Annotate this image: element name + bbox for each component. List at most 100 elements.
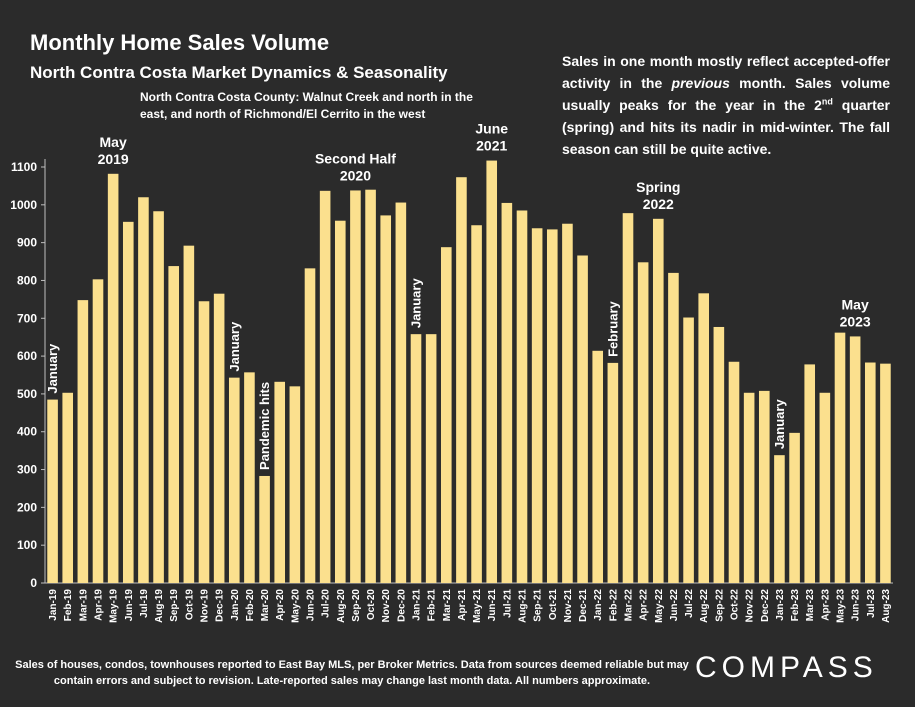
annotation-label: January <box>227 321 242 372</box>
bar <box>668 272 679 583</box>
seasonal-note-part3: quarter (spring) and hits its nadir in m… <box>562 97 890 157</box>
x-tick-label: Mar-23 <box>805 589 816 622</box>
x-tick-label: Dec-21 <box>578 589 589 622</box>
x-tick-label: Apr-19 <box>94 589 105 621</box>
x-tick-label: Jul-19 <box>139 589 150 618</box>
y-tick-label: 200 <box>17 500 37 514</box>
x-tick-label: Jun-22 <box>669 589 680 622</box>
x-tick-label: Jan-22 <box>593 589 604 621</box>
y-tick-label: 1100 <box>11 160 37 174</box>
x-tick-label: Jul-20 <box>321 589 332 618</box>
region-note: North Contra Costa County: Walnut Creek … <box>140 90 473 121</box>
x-tick-label: Mar-20 <box>260 589 271 622</box>
x-tick-label: May-23 <box>836 589 847 623</box>
chart-title: Monthly Home Sales Volume <box>30 30 330 55</box>
bar <box>228 377 240 583</box>
annotation-label: 2019 <box>98 151 129 167</box>
bar <box>789 432 800 583</box>
x-tick-label: Aug-19 <box>154 589 165 623</box>
x-tick-label: Oct-21 <box>548 589 559 621</box>
bar <box>395 202 407 584</box>
bar <box>546 229 558 583</box>
annotation-label: February <box>605 300 620 356</box>
bar <box>380 215 392 583</box>
x-tick-label: Aug-20 <box>336 589 347 623</box>
annotation-label: June <box>475 121 508 137</box>
bar <box>122 221 134 583</box>
bar <box>562 223 573 583</box>
x-tick-label: Nov-19 <box>200 589 211 623</box>
x-tick-label: Nov-22 <box>745 589 756 623</box>
annotation-label: Pandemic hits <box>257 382 272 470</box>
x-tick-label: Feb-23 <box>790 589 801 622</box>
x-tick-label: Sep-21 <box>533 589 544 622</box>
x-tick-label: Aug-21 <box>518 589 529 623</box>
bar <box>244 372 255 583</box>
bar <box>531 228 543 584</box>
seasonal-note-italic: previous <box>671 75 730 91</box>
x-tick-label: Feb-19 <box>63 589 74 622</box>
bar <box>456 177 467 583</box>
bar <box>62 392 74 583</box>
x-tick-label: Jan-21 <box>412 589 423 621</box>
bar <box>683 317 694 583</box>
x-tick-label: Jan-19 <box>48 589 59 621</box>
bar <box>819 392 831 583</box>
y-tick-label: 0 <box>30 576 37 590</box>
bar <box>92 279 104 583</box>
x-tick-label: Jul-23 <box>866 589 877 618</box>
y-tick-label: 300 <box>17 463 37 477</box>
x-tick-label: May-19 <box>109 589 120 623</box>
x-tick-label: Dec-22 <box>760 589 771 622</box>
x-tick-label: Feb-22 <box>608 589 619 622</box>
bar <box>440 247 452 583</box>
bar <box>274 381 286 583</box>
footnote: Sales of houses, condos, townhouses repo… <box>15 659 689 687</box>
annotation-label: Spring <box>636 179 680 195</box>
bar <box>365 189 376 583</box>
bar <box>198 301 210 583</box>
y-tick-label: 600 <box>17 349 37 363</box>
bar <box>471 225 482 584</box>
bar <box>168 266 180 583</box>
x-tick-label: Jan-23 <box>775 589 786 621</box>
x-tick-label: Jun-19 <box>124 589 135 622</box>
x-tick-label: Oct-22 <box>730 589 741 621</box>
x-tick-label: Jul-21 <box>502 589 513 618</box>
bar <box>577 255 588 583</box>
x-tick-label: Aug-22 <box>699 589 710 623</box>
bar <box>138 197 149 583</box>
bar <box>804 364 816 583</box>
annotation-label: 2023 <box>840 313 871 329</box>
bar <box>880 363 891 583</box>
annotation-label: Second Half <box>315 150 396 166</box>
x-tick-label: May-21 <box>472 589 483 623</box>
x-tick-label: Mar-19 <box>78 589 89 622</box>
bar <box>743 392 755 583</box>
y-tick-label: 500 <box>17 387 37 401</box>
bar <box>774 455 785 583</box>
x-tick-label: Jun-23 <box>851 589 862 622</box>
x-tick-label: Jun-21 <box>487 589 498 622</box>
x-tick-label: Apr-20 <box>275 589 286 621</box>
y-tick-label: 400 <box>17 425 37 439</box>
bar <box>728 361 740 583</box>
bar <box>410 334 422 583</box>
x-tick-label: Sep-20 <box>351 589 362 622</box>
bar <box>350 190 361 583</box>
chart-subtitle: North Contra Costa Market Dynamics & Sea… <box>30 63 448 82</box>
x-tick-label: Dec-19 <box>215 589 226 622</box>
bar <box>501 202 513 583</box>
bar <box>304 268 316 583</box>
compass-logo: COMPASS <box>695 651 878 684</box>
x-tick-label: Mar-22 <box>624 589 635 622</box>
x-tick-label: Dec-20 <box>396 589 407 622</box>
bar <box>259 475 270 583</box>
annotation-label: 2020 <box>340 167 371 183</box>
bar <box>607 362 619 583</box>
x-tick-label: Jan-20 <box>230 589 241 621</box>
bar <box>213 293 225 583</box>
bar <box>334 220 346 583</box>
bar-chart: 0 100 200 300 400 500 600 700 800 900 1000 1100 Jan-… <box>10 121 893 623</box>
x-tick-label: May-22 <box>654 589 665 623</box>
